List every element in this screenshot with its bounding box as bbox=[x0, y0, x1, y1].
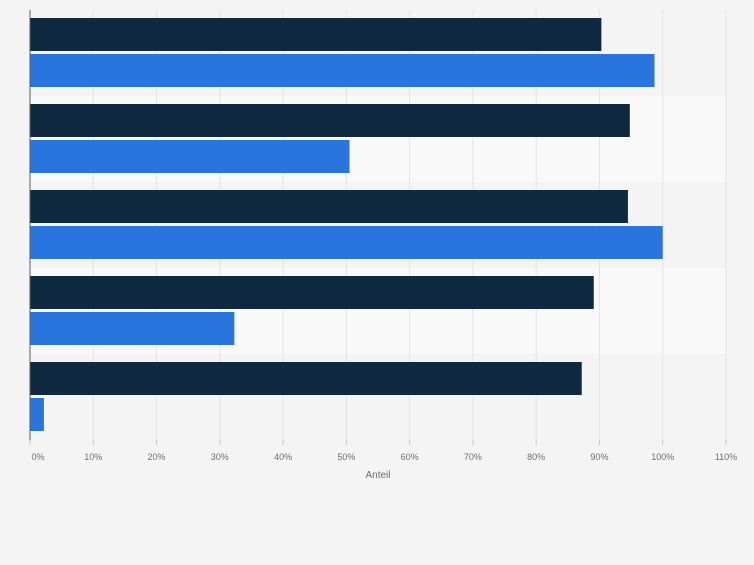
x-tick-label: 0% bbox=[31, 452, 44, 462]
x-tick-label: 60% bbox=[401, 452, 419, 462]
bar bbox=[30, 54, 655, 87]
bar bbox=[30, 18, 602, 51]
x-tick-label: 30% bbox=[211, 452, 229, 462]
bars bbox=[30, 18, 663, 431]
bar bbox=[30, 190, 628, 223]
x-tick-label: 50% bbox=[337, 452, 355, 462]
x-tick-labels: 0% 10% 20% 30% 40% 50% 60% 70% 80% 90% 100% 110% bbox=[31, 452, 737, 462]
bar bbox=[30, 276, 594, 309]
bar bbox=[30, 226, 663, 259]
bar bbox=[30, 398, 44, 431]
bar bbox=[30, 312, 235, 345]
bar bbox=[30, 362, 582, 395]
x-axis-label: Anteil bbox=[365, 470, 390, 481]
x-tick-label: 80% bbox=[527, 452, 545, 462]
x-tick-label: 20% bbox=[148, 452, 166, 462]
bar bbox=[30, 140, 350, 173]
x-tick-label: 90% bbox=[590, 452, 608, 462]
x-tick-label: 40% bbox=[274, 452, 292, 462]
x-tick-label: 100% bbox=[651, 452, 674, 462]
x-tick-label: 10% bbox=[84, 452, 102, 462]
bar bbox=[30, 104, 630, 137]
x-tick-label: 110% bbox=[715, 452, 737, 462]
x-tick-label: 70% bbox=[464, 452, 482, 462]
